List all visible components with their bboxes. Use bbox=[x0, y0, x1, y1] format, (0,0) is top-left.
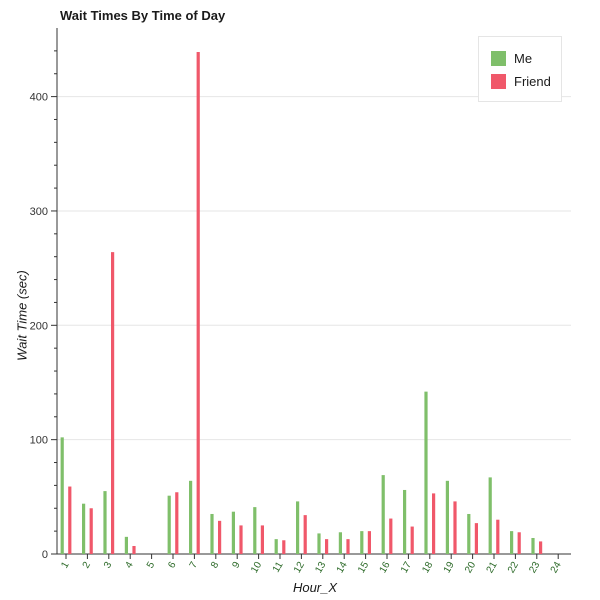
x-tick-label: 5 bbox=[145, 560, 158, 571]
bar-friend-9 bbox=[239, 525, 243, 554]
bar-me-22 bbox=[510, 531, 514, 554]
bar-me-9 bbox=[231, 511, 235, 554]
bar-me-7 bbox=[189, 480, 193, 554]
bar-me-4 bbox=[124, 536, 128, 554]
bar-friend-4 bbox=[132, 545, 136, 554]
x-tick-label: 13 bbox=[313, 560, 328, 576]
legend-item-friend[interactable]: Friend bbox=[491, 72, 551, 90]
bar-me-3 bbox=[103, 491, 107, 554]
chart-title: Wait Times By Time of Day bbox=[60, 8, 226, 23]
x-tick-label: 17 bbox=[399, 560, 414, 576]
bar-me-15 bbox=[360, 531, 364, 554]
y-tick-label: 200 bbox=[30, 320, 48, 332]
x-tick-label: 15 bbox=[356, 560, 371, 576]
x-tick-label: 4 bbox=[123, 560, 136, 571]
y-tick-label: 0 bbox=[42, 549, 48, 561]
x-tick-label: 11 bbox=[271, 560, 286, 575]
bar-me-6 bbox=[167, 495, 171, 554]
bar-friend-3 bbox=[111, 252, 115, 554]
bar-friend-13 bbox=[325, 539, 329, 554]
x-tick-label: 2 bbox=[81, 560, 94, 571]
x-tick-label: 10 bbox=[249, 560, 264, 576]
bar-me-21 bbox=[488, 477, 492, 554]
x-tick-label: 24 bbox=[549, 560, 564, 576]
x-tick-label: 12 bbox=[292, 560, 307, 576]
x-tick-label: 7 bbox=[188, 560, 201, 571]
legend-swatch-me bbox=[491, 50, 506, 66]
x-tick-label: 19 bbox=[442, 560, 457, 576]
bar-me-14 bbox=[338, 532, 342, 554]
legend-item-me[interactable]: Me bbox=[491, 49, 532, 67]
x-tick-label: 16 bbox=[378, 560, 393, 576]
x-tick-label: 14 bbox=[335, 560, 350, 576]
legend-swatch-friend bbox=[491, 73, 506, 89]
legend-label-friend: Friend bbox=[514, 73, 551, 89]
bar-me-12 bbox=[296, 501, 300, 554]
x-tick-label: 20 bbox=[463, 560, 478, 576]
x-tick-label: 9 bbox=[230, 560, 243, 571]
y-axis-label: Wait Time (sec) bbox=[14, 270, 30, 361]
bar-friend-20 bbox=[474, 523, 478, 554]
bar-friend-16 bbox=[389, 518, 393, 554]
x-tick-label: 1 bbox=[59, 560, 72, 571]
bar-me-18 bbox=[424, 391, 428, 554]
bar-me-20 bbox=[467, 513, 471, 554]
y-tick-label: 300 bbox=[30, 206, 48, 218]
x-axis-label: Hour_X bbox=[292, 580, 338, 595]
bar-friend-7 bbox=[196, 52, 200, 555]
legend: Me Friend bbox=[478, 36, 562, 102]
x-tick-label: 8 bbox=[209, 560, 222, 571]
bar-friend-22 bbox=[517, 532, 521, 554]
bar-me-13 bbox=[317, 533, 321, 554]
bar-friend-12 bbox=[303, 515, 307, 554]
x-tick-label: 22 bbox=[506, 560, 521, 576]
x-tick-label: 3 bbox=[102, 560, 115, 571]
bar-me-2 bbox=[82, 503, 86, 554]
bar-friend-10 bbox=[260, 525, 264, 554]
bar-friend-2 bbox=[89, 508, 93, 554]
bar-friend-14 bbox=[346, 539, 350, 554]
legend-label-me: Me bbox=[514, 50, 533, 66]
bar-me-19 bbox=[445, 480, 449, 554]
bar-friend-6 bbox=[175, 492, 179, 554]
bar-friend-8 bbox=[218, 520, 222, 554]
x-tick-label: 18 bbox=[420, 560, 435, 576]
bar-friend-21 bbox=[496, 519, 500, 554]
bar-friend-1 bbox=[68, 486, 72, 554]
x-tick-label: 21 bbox=[485, 560, 500, 576]
x-tick-label: 23 bbox=[527, 560, 542, 576]
bar-me-8 bbox=[210, 513, 214, 554]
bar-me-17 bbox=[403, 489, 407, 554]
y-tick-label: 400 bbox=[30, 92, 48, 104]
bar-friend-19 bbox=[453, 501, 457, 554]
bar-me-11 bbox=[274, 539, 278, 554]
y-tick-label: 100 bbox=[30, 435, 48, 447]
bar-me-16 bbox=[381, 475, 385, 554]
bar-me-1 bbox=[60, 437, 64, 554]
bar-friend-17 bbox=[410, 526, 414, 554]
bar-me-10 bbox=[253, 507, 257, 554]
bar-friend-15 bbox=[367, 531, 371, 554]
bar-friend-11 bbox=[282, 540, 286, 554]
x-tick-label: 6 bbox=[166, 560, 179, 571]
bar-friend-23 bbox=[539, 541, 543, 554]
bar-me-23 bbox=[531, 537, 535, 554]
bar-friend-18 bbox=[432, 493, 436, 554]
